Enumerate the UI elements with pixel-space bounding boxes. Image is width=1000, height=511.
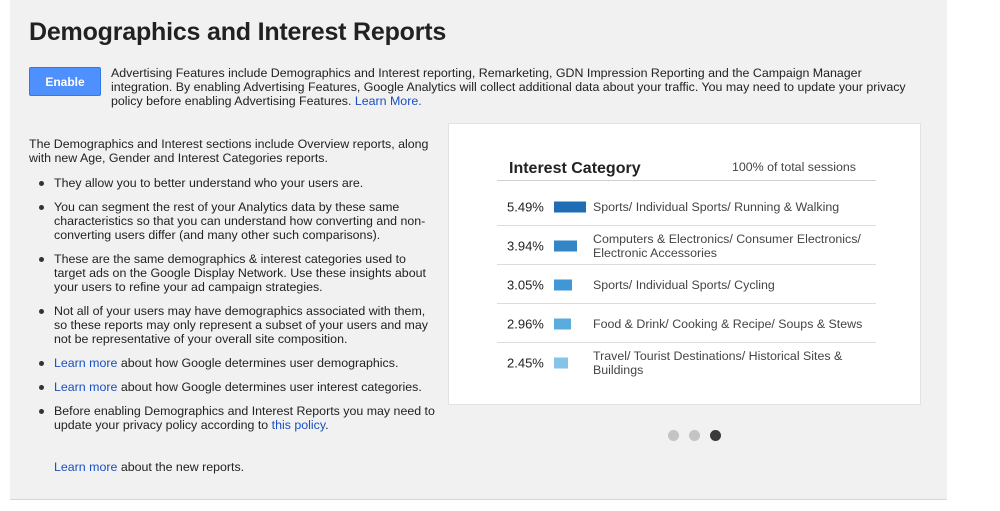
benefits-list: They allow you to better understand who … xyxy=(29,176,439,442)
list-item: You can segment the rest of your Analyti… xyxy=(29,200,439,242)
carousel-dot-2[interactable] xyxy=(689,430,700,441)
interest-row: 5.49% Sports/ Individual Sports/ Running… xyxy=(497,188,876,226)
bullet-icon xyxy=(39,409,44,414)
row-bar xyxy=(554,240,578,251)
list-item-punctuation: . xyxy=(325,418,329,432)
bullet-icon xyxy=(39,309,44,314)
new-reports-text: about the new reports. xyxy=(117,460,245,474)
card-divider xyxy=(497,180,876,181)
row-bar xyxy=(554,279,572,290)
list-item: Learn more about how Google determines u… xyxy=(29,380,439,394)
list-item: Not all of your users may have demograph… xyxy=(29,304,439,346)
list-item-text: You can segment the rest of your Analyti… xyxy=(54,200,426,242)
card-title: Interest Category xyxy=(509,160,641,177)
advertising-features-description: Advertising Features include Demographic… xyxy=(111,66,911,108)
list-item: Learn more about how Google determines u… xyxy=(29,356,439,370)
bullet-icon xyxy=(39,385,44,390)
list-item-text: They allow you to better understand who … xyxy=(54,176,364,190)
advertising-features-text: Advertising Features include Demographic… xyxy=(111,66,906,108)
bullet-icon xyxy=(39,257,44,262)
row-percentage: 2.45% xyxy=(507,355,544,371)
row-category-label: Travel/ Tourist Destinations/ Historical… xyxy=(593,349,843,377)
learn-more-link[interactable]: Learn More. xyxy=(354,94,422,108)
row-bar xyxy=(554,201,586,212)
bullet-icon xyxy=(39,205,44,210)
list-item: These are the same demographics & intere… xyxy=(29,252,439,294)
interest-row: 3.05% Sports/ Individual Sports/ Cycling xyxy=(497,266,876,304)
privacy-policy-link[interactable]: this policy xyxy=(271,418,326,432)
learn-more-demographics-link[interactable]: Learn more xyxy=(54,356,118,370)
bullet-icon xyxy=(39,181,44,186)
demographics-panel: Demographics and Interest Reports Enable… xyxy=(10,0,947,500)
row-category-label: Sports/ Individual Sports/ Running & Wal… xyxy=(593,199,840,214)
intro-text: The Demographics and Interest sections i… xyxy=(29,137,429,165)
interest-row: 3.94% Computers & Electronics/ Consumer … xyxy=(497,227,876,265)
row-bar xyxy=(554,357,569,369)
row-percentage: 3.05% xyxy=(507,277,544,292)
interest-row: 2.45% Travel/ Tourist Destinations/ Hist… xyxy=(497,344,876,382)
interest-category-card: Interest Category 100% of total sessions… xyxy=(448,123,921,405)
new-reports-note: Learn more about the new reports. xyxy=(54,460,244,474)
row-percentage: 2.96% xyxy=(507,316,544,331)
list-item-text: Not all of your users may have demograph… xyxy=(54,304,428,346)
row-category-label: Computers & Electronics/ Consumer Electr… xyxy=(593,231,861,260)
carousel-dot-3[interactable] xyxy=(710,430,721,441)
list-item: They allow you to better understand who … xyxy=(29,176,439,190)
bullet-icon xyxy=(39,361,44,366)
learn-more-new-reports-link[interactable]: Learn more xyxy=(54,460,118,474)
enable-button[interactable]: Enable xyxy=(29,67,101,96)
row-category-label: Sports/ Individual Sports/ Cycling xyxy=(593,277,775,292)
list-item-text: These are the same demographics & intere… xyxy=(54,252,426,294)
list-item-text: Before enabling Demographics and Interes… xyxy=(54,404,435,432)
learn-more-interests-link[interactable]: Learn more xyxy=(54,380,118,394)
row-category-label: Food & Drink/ Cooking & Recipe/ Soups & … xyxy=(593,316,863,331)
total-sessions-label: 100% of total sessions xyxy=(732,160,856,174)
list-item: Before enabling Demographics and Interes… xyxy=(29,404,439,432)
interest-row: 2.96% Food & Drink/ Cooking & Recipe/ So… xyxy=(497,305,876,343)
row-percentage: 3.94% xyxy=(507,238,544,253)
row-percentage: 5.49% xyxy=(507,199,544,214)
carousel-dot-1[interactable] xyxy=(668,430,679,441)
list-item-text: about how Google determines user demogra… xyxy=(117,356,399,370)
carousel-pager xyxy=(668,430,721,441)
page-title: Demographics and Interest Reports xyxy=(29,18,447,46)
row-bar xyxy=(554,318,572,329)
list-item-text: about how Google determines user interes… xyxy=(117,380,422,394)
